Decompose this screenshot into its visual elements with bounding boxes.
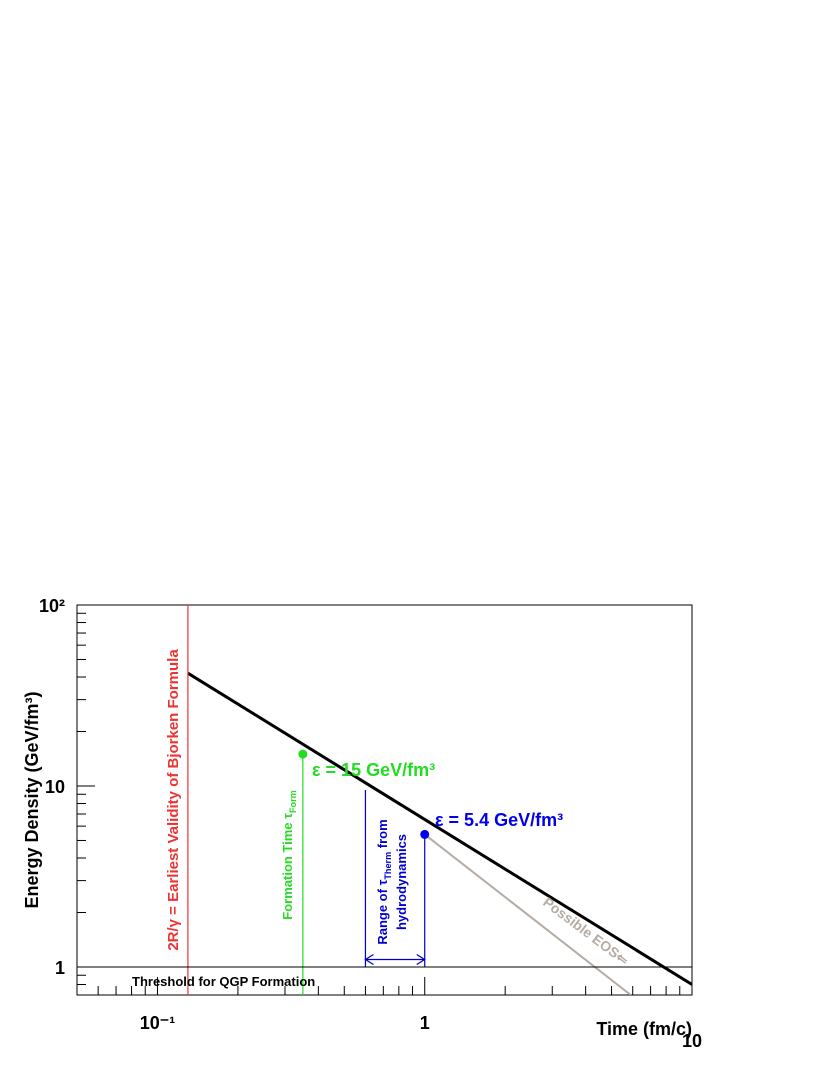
annotation: Threshold for QGP Formation bbox=[132, 974, 315, 989]
annotation: ε = 15 GeV/fm³ bbox=[312, 760, 435, 780]
x-tick-label: 10 bbox=[682, 1031, 702, 1051]
x-tick-label: 1 bbox=[420, 1013, 430, 1033]
annotation-part: Form bbox=[288, 790, 298, 813]
line-series bbox=[187, 671, 692, 986]
y-axis-label: Energy Density (GeV/fm³) bbox=[22, 691, 42, 908]
plot-frame bbox=[76, 604, 693, 996]
x-tick-label: 10⁻¹ bbox=[140, 1013, 176, 1033]
annotation-part: Range of τ bbox=[375, 879, 390, 944]
annotation-part: Threshold for QGP Formation bbox=[132, 974, 315, 989]
y-tick-label: 1 bbox=[55, 958, 65, 978]
annotation-part: hydrodynamics bbox=[394, 834, 409, 930]
y-tick-label: 10 bbox=[45, 777, 65, 797]
line-series bbox=[424, 833, 632, 995]
plot-area bbox=[77, 605, 692, 995]
annotation-part: ε = 15 GeV/fm³ bbox=[312, 760, 435, 780]
annotation-part: ε = 5.4 GeV/fm³ bbox=[435, 810, 563, 830]
annotation: hydrodynamics bbox=[394, 834, 409, 930]
annotation-part: Formation Time τ bbox=[280, 813, 295, 920]
annotation-part: Possible EOS⇐ bbox=[540, 894, 632, 969]
marker bbox=[420, 829, 430, 839]
annotation: Range of τTherm from bbox=[375, 819, 393, 944]
annotation: Formation Time τForm bbox=[280, 790, 298, 919]
annotation-part: Therm bbox=[383, 852, 393, 880]
x-axis-label: Time (fm/c) bbox=[596, 1019, 692, 1039]
marker bbox=[298, 749, 308, 759]
range-arrow bbox=[364, 953, 426, 965]
annotation: 2R/γ = Earliest Validity of Bjorken Form… bbox=[165, 649, 182, 951]
annotation-part: 2R/γ = Earliest Validity of Bjorken Form… bbox=[165, 649, 182, 951]
annotation: Possible EOS⇐ bbox=[540, 894, 632, 969]
y-tick-label: 10² bbox=[39, 596, 65, 616]
annotation-part: from bbox=[375, 819, 390, 852]
annotation: ε = 5.4 GeV/fm³ bbox=[435, 810, 563, 830]
